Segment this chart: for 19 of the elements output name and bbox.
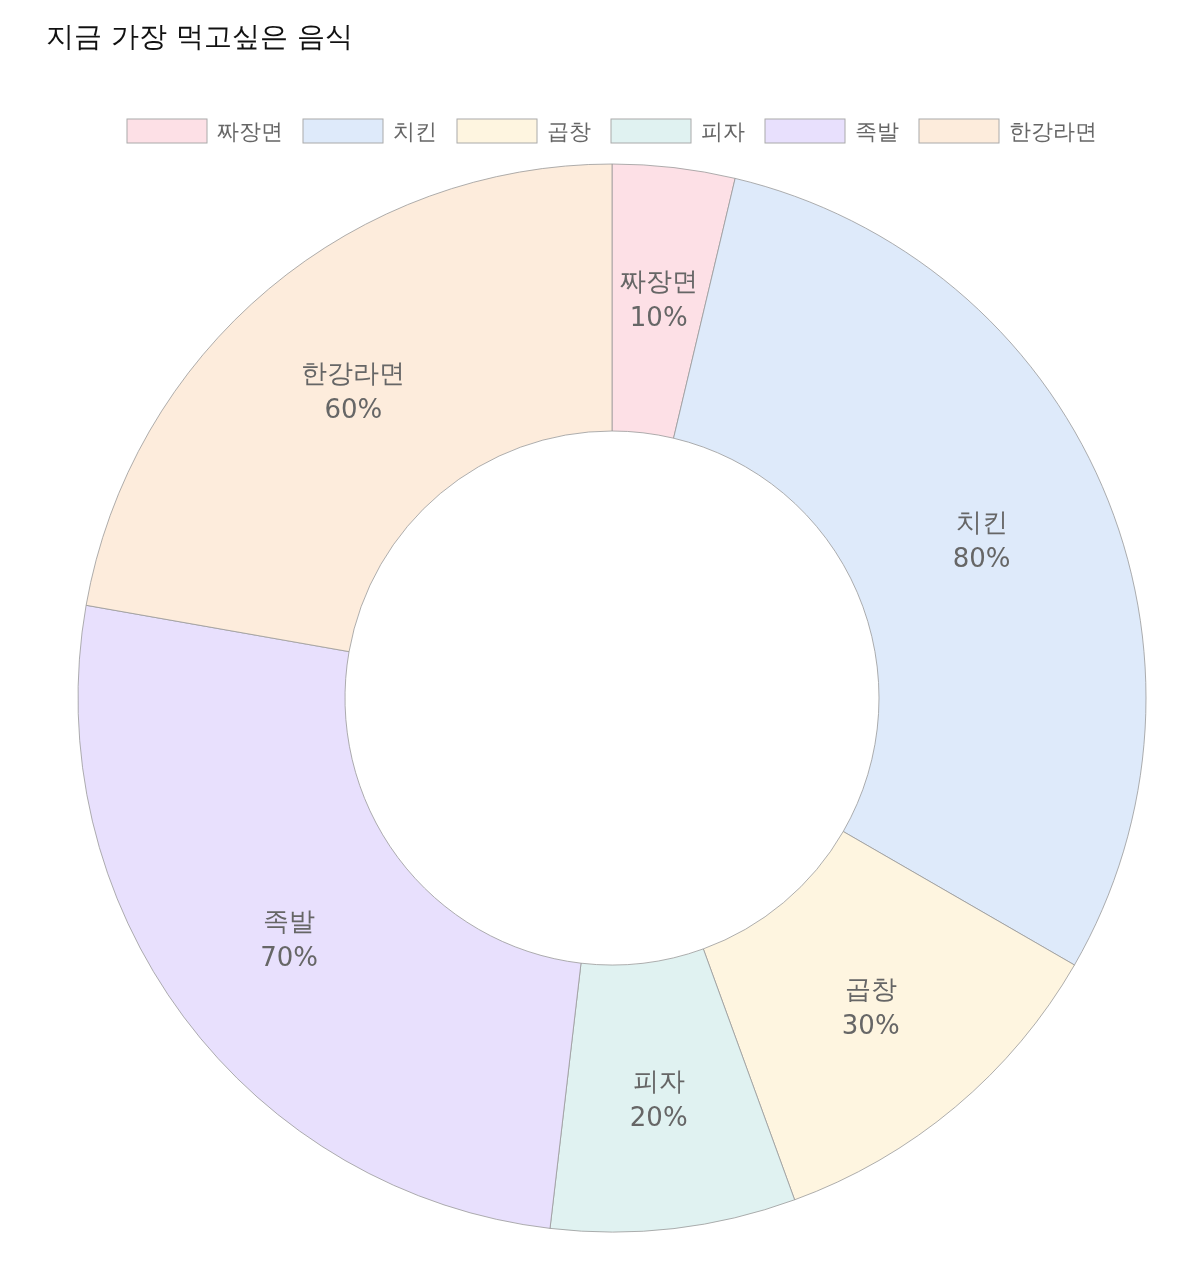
data-label: 80% (952, 542, 1011, 573)
legend-label: 곱창 (547, 119, 591, 144)
data-label: 70% (260, 942, 319, 973)
slice-label: 짜장면 (619, 266, 698, 297)
legend-label: 치킨 (393, 119, 437, 144)
slice-label: 곱창 (844, 974, 897, 1005)
legend-label: 피자 (701, 119, 745, 144)
data-label: 10% (629, 302, 688, 333)
slice-label: 한강라면 (301, 357, 406, 388)
legend-label: 한강라면 (1009, 119, 1097, 144)
data-label: 60% (324, 393, 383, 424)
legend-label: 짜장면 (217, 119, 283, 144)
data-label: 20% (629, 1101, 688, 1132)
chart-title: 지금 가장 먹고싶은 음식 (46, 20, 353, 53)
slice-label: 치킨 (955, 506, 1008, 537)
legend-label: 족발 (855, 119, 899, 144)
data-label: 30% (841, 1010, 900, 1041)
slice-label: 피자 (632, 1065, 685, 1096)
slice-label: 족발 (263, 906, 316, 937)
